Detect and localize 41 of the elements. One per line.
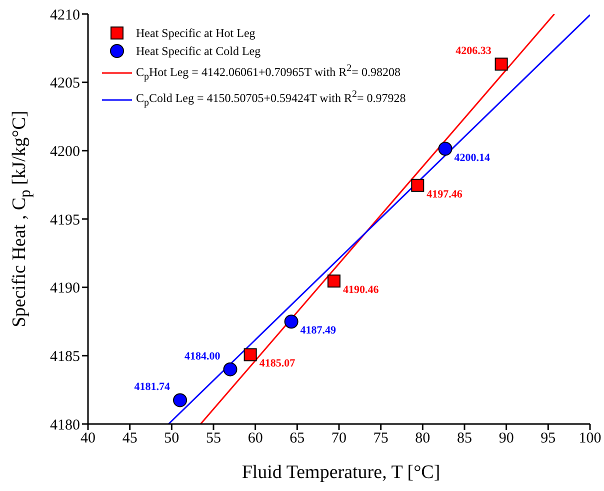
point [223, 362, 238, 376]
x-tick-label: 65 [290, 430, 305, 447]
y-tick-label: 4210 [50, 7, 80, 24]
x-tick-label: 75 [373, 430, 388, 447]
x-tick-label: 90 [498, 430, 514, 447]
legend-label: Heat Specific at Hot Leg [136, 25, 256, 42]
x-tick-label: 95 [540, 430, 556, 447]
x-tick-label: 40 [80, 430, 96, 447]
y-tick-label: 4195 [50, 212, 80, 228]
x-tick-label: 50 [164, 430, 180, 447]
x-tick-label: 55 [206, 430, 221, 447]
data-label: 4206.33 [456, 45, 492, 58]
x-axis-title: Fluid Temperature, T [°C] [240, 462, 442, 484]
data-label: 4200.14 [454, 152, 491, 164]
data-label: 4197.46 [426, 188, 463, 200]
x-tick-label: 70 [332, 430, 346, 447]
x-tick-label: 80 [415, 430, 430, 447]
point [284, 314, 298, 329]
y-tick-label: 4180 [50, 417, 80, 434]
point [411, 178, 424, 192]
y-tick-label: 4185 [50, 348, 80, 365]
data-label: 4185.07 [259, 358, 296, 370]
data-label: 4190.46 [342, 284, 380, 296]
x-tick-label: 60 [248, 430, 263, 447]
point [327, 274, 340, 288]
point [173, 393, 188, 408]
x-tick-label: 100 [578, 430, 602, 447]
point [244, 348, 257, 362]
y-tick-label: 4200 [50, 144, 80, 160]
point [438, 142, 452, 156]
x-tick-label: 85 [457, 430, 472, 447]
data-label: 4187.49 [300, 324, 337, 337]
point [494, 58, 508, 71]
y-tick-label: 4190 [50, 280, 80, 297]
data-label: 4184.00 [184, 350, 221, 362]
legend-label: C$_{p}$Hot Leg = 4142.06061+0.70965T with R$^{2}$= 0.98208 [136, 62, 400, 84]
y-tick-label: 4205 [50, 76, 80, 92]
legend-label: C$_{p}$Cold Leg = 4150.50705+0.59424T with R$^{2}$= 0.97928 [136, 88, 406, 111]
x-tick-label: 45 [122, 430, 138, 447]
legend-label: Heat Specific at Cold Leg [136, 43, 261, 60]
data-label: 4181.74 [134, 381, 171, 394]
